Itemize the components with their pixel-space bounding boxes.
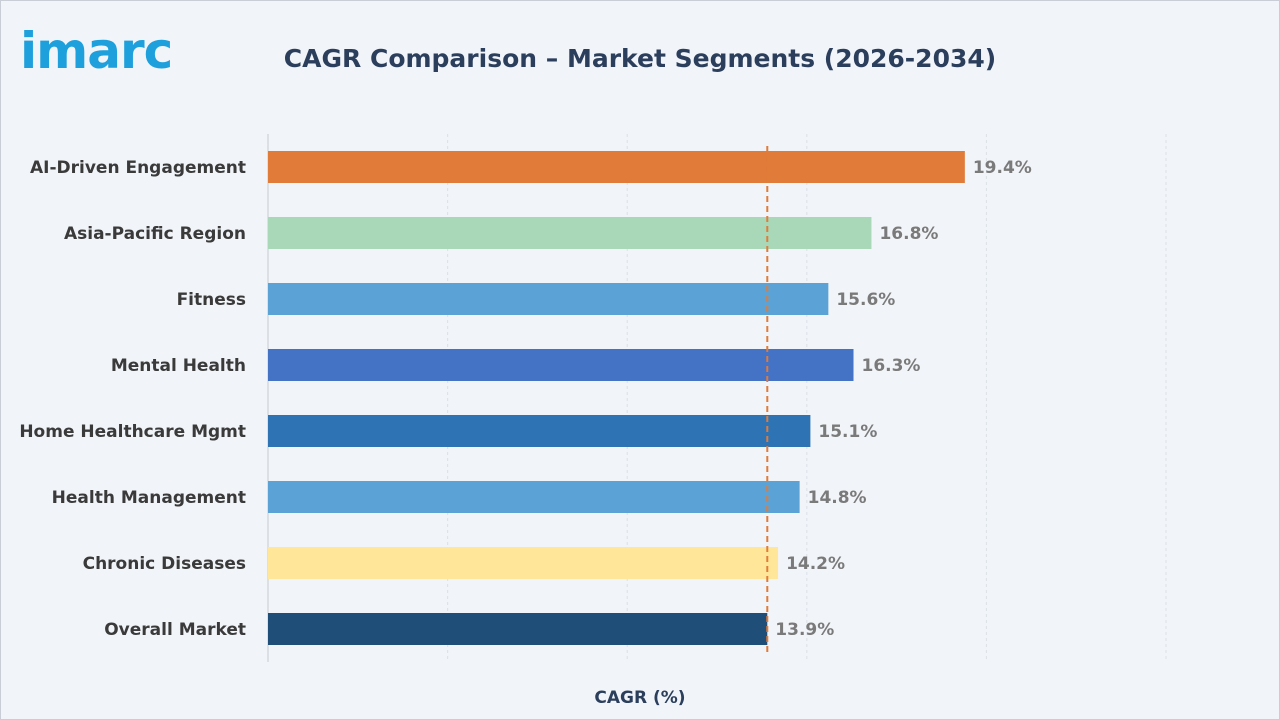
value-label: 15.6% — [836, 290, 895, 310]
x-axis-label: CAGR (%) — [594, 688, 686, 708]
value-label: 19.4% — [973, 158, 1032, 178]
bar — [268, 151, 965, 183]
value-label: 15.1% — [818, 422, 877, 442]
category-label: Overall Market — [104, 620, 246, 640]
category-label: Asia-Pacific Region — [64, 224, 246, 244]
value-label: 13.9% — [775, 620, 834, 640]
category-label: Mental Health — [111, 356, 246, 376]
category-label: Home Healthcare Mgmt — [19, 422, 246, 442]
bar — [268, 283, 829, 315]
bar — [268, 349, 854, 381]
value-label: 16.3% — [861, 356, 920, 376]
value-label: 14.8% — [808, 488, 867, 508]
imarc-logo: imarc — [20, 22, 173, 80]
bar — [268, 217, 872, 249]
bar — [268, 415, 811, 447]
category-label: Chronic Diseases — [83, 554, 246, 574]
grid-lines — [267, 134, 1167, 662]
category-label: AI-Driven Engagement — [30, 158, 246, 178]
category-label: Health Management — [52, 488, 246, 508]
value-label: 16.8% — [879, 224, 938, 244]
bar — [268, 613, 768, 645]
bar — [268, 481, 800, 513]
bars: AI-Driven Engagement 19.4% Asia-Pacific Re… — [19, 151, 1032, 645]
chart-title: CAGR Comparison – Market Segments (2026-… — [283, 44, 997, 73]
bar — [268, 547, 779, 579]
value-label: 14.2% — [786, 554, 845, 574]
category-label: Fitness — [177, 290, 246, 310]
